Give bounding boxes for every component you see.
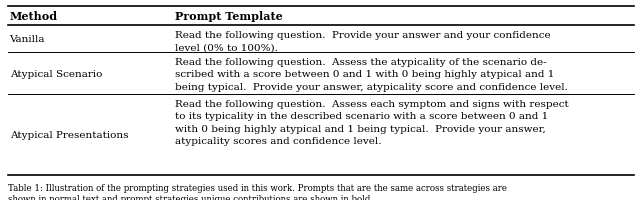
Text: with 0 being highly atypical and 1 being typical.  Provide your answer,: with 0 being highly atypical and 1 being… <box>175 124 545 133</box>
Text: Atypical Scenario: Atypical Scenario <box>10 70 102 78</box>
Text: Prompt Template: Prompt Template <box>175 11 282 22</box>
Text: Atypical Presentations: Atypical Presentations <box>10 131 128 139</box>
Text: Method: Method <box>10 11 58 22</box>
Text: Read the following question.  Assess each symptom and signs with respect: Read the following question. Assess each… <box>175 99 568 108</box>
Text: Read the following question.  Assess the atypicality of the scenario de-: Read the following question. Assess the … <box>175 57 547 66</box>
Text: being typical.  Provide your answer, atypicality score and confidence level.: being typical. Provide your answer, atyp… <box>175 82 568 91</box>
Text: level (0% to 100%).: level (0% to 100%). <box>175 43 278 52</box>
Text: to its typicality in the described scenario with a score between 0 and 1: to its typicality in the described scena… <box>175 112 548 121</box>
Text: Read the following question.  Provide your answer and your confidence: Read the following question. Provide you… <box>175 30 550 39</box>
Text: shown in normal text and prompt strategies unique contributions are shown in bol: shown in normal text and prompt strategi… <box>8 194 373 200</box>
Text: atypicality scores and confidence level.: atypicality scores and confidence level. <box>175 137 381 146</box>
Text: Table 1: Illustration of the prompting strategies used in this work. Prompts tha: Table 1: Illustration of the prompting s… <box>8 183 507 192</box>
Text: Vanilla: Vanilla <box>10 35 45 44</box>
Text: scribed with a score between 0 and 1 with 0 being highly atypical and 1: scribed with a score between 0 and 1 wit… <box>175 70 554 79</box>
